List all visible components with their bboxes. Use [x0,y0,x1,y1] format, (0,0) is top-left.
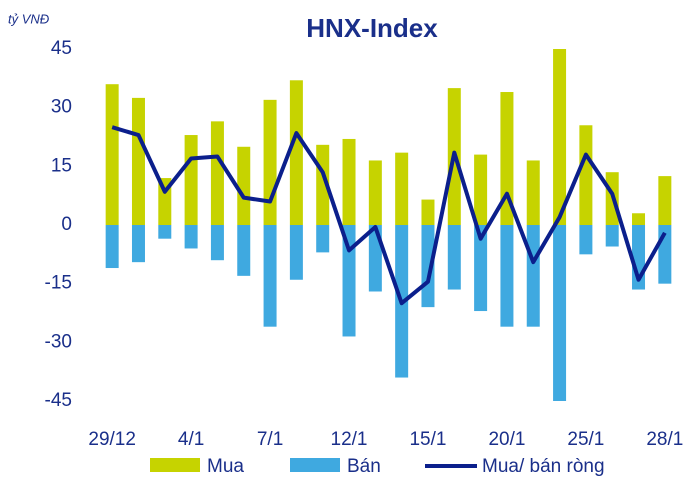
x-tick-label: 15/1 [409,429,446,450]
bar [474,154,488,225]
bar [447,225,461,290]
bar [131,225,145,263]
bar [421,199,435,225]
y-axis-label: tỷ VNĐ [8,11,50,26]
bar [342,225,356,337]
bar [526,225,540,327]
bar [263,99,277,225]
bar [289,80,303,226]
x-tick-label: 7/1 [257,429,283,450]
bar [210,121,224,225]
bar [263,225,277,327]
bar [553,225,567,401]
bar [105,84,119,225]
bar [210,225,224,261]
bar [605,225,619,247]
x-tick-label: 29/12 [88,429,136,450]
x-tick-label: 20/1 [488,429,525,450]
bar [632,213,646,225]
bar [474,225,488,312]
y-tick-label: 45 [51,38,72,59]
bar [395,152,409,225]
bar [368,160,382,225]
bar [131,97,145,225]
legend-label: Bán [347,456,381,477]
x-tick-label: 12/1 [331,429,368,450]
legend-label: Mua/ bán ròng [482,456,605,477]
legend-swatch [290,458,340,472]
bar [184,135,198,225]
y-tick-label: -15 [45,273,72,294]
bar [316,225,330,253]
y-tick-label: 30 [51,97,72,118]
x-tick-label: 25/1 [567,429,604,450]
y-tick-label: -45 [45,390,72,411]
bar [184,225,198,249]
bar [526,160,540,225]
y-tick-label: 0 [61,214,72,235]
bar [553,49,567,225]
bar [342,138,356,225]
bar [500,225,514,327]
bar [579,225,593,255]
bar [158,225,172,239]
bar [658,176,672,225]
bar [237,225,251,276]
bar [500,92,514,226]
bar [237,146,251,225]
x-tick-label: 4/1 [178,429,204,450]
legend-label: Mua [207,456,244,477]
chart-title: HNX-Index [306,13,438,43]
x-tick-label: 28/1 [646,429,683,450]
y-tick-label: 15 [51,155,72,176]
legend-swatch [150,458,200,472]
bar [289,225,303,280]
bar [105,225,119,269]
y-tick-label: -30 [45,331,72,352]
line [111,125,667,306]
bar [579,125,593,225]
